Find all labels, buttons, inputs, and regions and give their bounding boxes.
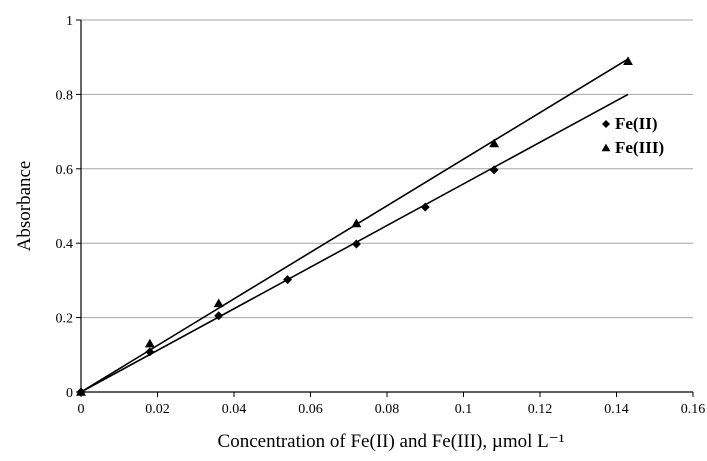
point-fe-ii (420, 202, 430, 212)
y-tick-label: 0.2 (56, 312, 74, 327)
legend-label-fe-ii: Fe(II) (615, 114, 657, 133)
point-fe-ii (214, 311, 224, 321)
x-tick-label: 0.16 (681, 402, 706, 417)
legend-marker-fe-iii (601, 143, 611, 152)
legend-marker-fe-ii (602, 120, 610, 128)
point-fe-ii (283, 275, 293, 285)
x-tick-label: 0.06 (298, 402, 323, 417)
point-fe-iii (351, 218, 362, 228)
x-tick-label: 0.12 (528, 402, 553, 417)
legend-label-fe-iii: Fe(III) (615, 138, 664, 157)
point-fe-ii (145, 347, 155, 357)
y-tick-label: 1 (66, 14, 73, 29)
y-tick-label: 0.8 (56, 88, 74, 103)
y-axis-title: Absorbance (14, 161, 35, 252)
data-points (76, 56, 633, 397)
grid-lines (81, 19, 693, 319)
point-fe-ii (351, 239, 361, 249)
y-tick-label: 0.4 (56, 237, 74, 252)
x-tick-label: 0.02 (145, 402, 170, 417)
x-tick-label: 0.14 (604, 402, 629, 417)
tick-labels: 0 0.2 0.4 0.6 0.8 1 0 0.02 0.04 0.06 0.08 0.1 0.12 0.… (56, 14, 706, 417)
point-fe-iii (144, 338, 155, 348)
x-tick-label: 0.04 (222, 402, 247, 417)
x-axis-title: Concentration of Fe(II) and Fe(III), µmo… (218, 431, 565, 452)
point-fe-iii (489, 138, 500, 148)
y-tick-label: 0.6 (56, 163, 74, 178)
point-fe-ii (489, 165, 499, 175)
x-tick-label: 0.08 (375, 402, 400, 417)
x-tick-label: 0.1 (455, 402, 473, 417)
point-fe-iii (76, 387, 86, 396)
legend: Fe(II) Fe(III) (601, 114, 664, 157)
x-tick-label: 0 (78, 402, 85, 417)
point-fe-iii (213, 298, 224, 308)
y-tick-label: 0 (66, 386, 73, 401)
point-fe-iii (623, 56, 633, 66)
